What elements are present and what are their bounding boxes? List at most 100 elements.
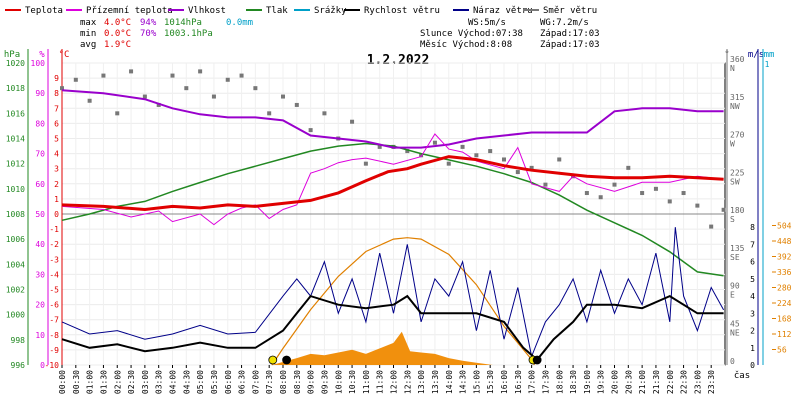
wind-direction-point <box>322 111 327 116</box>
temperature-axis-unit: °C <box>59 50 70 60</box>
sun-set-info: Západ:17:03 <box>540 29 600 39</box>
x-tick-label: 06:00 <box>224 370 233 394</box>
x-tick-label: 21:30 <box>652 370 661 394</box>
stats-min-temp: 0.0°C <box>104 29 131 39</box>
wind-speed-info: WS:5m/s <box>468 18 506 28</box>
wind-tick: 0 <box>750 361 755 370</box>
direction-tick: 135 <box>730 244 745 253</box>
x-tick-label: 03:30 <box>155 370 164 394</box>
wind-direction-point <box>667 199 672 204</box>
temperature-axis-tick: 9 <box>54 74 59 83</box>
legend-label: Náraz větru <box>473 6 533 16</box>
x-tick-label: 20:00 <box>611 370 620 394</box>
stats-max-temp: 4.0°C <box>104 18 131 28</box>
x-tick-label: 17:00 <box>528 370 537 394</box>
solar-tick: 280 <box>777 284 792 293</box>
direction-tick: 90 <box>730 282 740 291</box>
wind-direction-point <box>557 157 562 162</box>
wind-direction-point <box>156 102 161 107</box>
x-tick-label: 04:00 <box>169 370 178 394</box>
stats-min-hum: 70% <box>140 29 157 39</box>
rain-axis-value: 1 <box>765 60 770 69</box>
wind-tick: 4 <box>750 292 755 301</box>
wind-tick: 1 <box>750 344 755 353</box>
wind-direction-point <box>87 98 92 103</box>
wind-direction-point <box>377 144 382 149</box>
pressure-line <box>61 142 724 277</box>
direction-axis-unit: ° <box>724 50 729 60</box>
temperature-axis-tick: -5 <box>49 286 59 295</box>
pressure-axis-tick: 1018 <box>6 84 25 93</box>
stats-avg-temp: 1.9°C <box>104 40 131 50</box>
pressure-axis-tick: 1004 <box>6 260 25 269</box>
wind-direction-point <box>350 119 355 124</box>
direction-tick-name: NE <box>730 328 740 337</box>
temperature-axis-tick: -4 <box>49 270 59 279</box>
moon-set-info: Západ:17:03 <box>540 40 600 50</box>
x-tick-label: 13:00 <box>417 370 426 394</box>
x-tick-label: 18:00 <box>555 370 564 394</box>
solar-tick: 448 <box>777 237 792 246</box>
wind-tick: 8 <box>750 223 755 232</box>
x-tick-label: 20:30 <box>624 370 633 394</box>
sun-info: Slunce Východ:07:38 <box>420 29 523 39</box>
humidity-axis-unit: % <box>39 50 45 60</box>
x-tick-label: 22:30 <box>680 370 689 394</box>
wind-direction-point <box>515 170 520 175</box>
pressure-axis-tick: 1006 <box>6 235 25 244</box>
temperature-axis-tick: 2 <box>54 180 59 189</box>
x-tick-label: 22:00 <box>666 370 675 394</box>
temperature-axis-tick: -2 <box>49 240 59 249</box>
wind-direction-point <box>198 69 203 74</box>
x-tick-label: 18:30 <box>569 370 578 394</box>
wind-direction-point <box>695 203 700 208</box>
direction-tick: 0 <box>730 357 735 366</box>
x-tick-label: 09:30 <box>320 370 329 394</box>
wind-direction-point <box>308 128 313 133</box>
ground-temperature-line <box>61 133 724 226</box>
x-tick-label: 17:30 <box>541 370 550 394</box>
solar-tick: 168 <box>777 315 792 324</box>
x-tick-label: 08:30 <box>293 370 302 394</box>
legend-label: Tlak <box>266 6 288 16</box>
wind-direction-point <box>419 153 424 158</box>
sun-moon-marker <box>282 355 291 365</box>
wind-direction-point <box>653 186 658 191</box>
x-tick-label: 01:00 <box>86 370 95 394</box>
wind-direction-point <box>543 182 548 187</box>
wind-tick: 3 <box>750 309 755 318</box>
direction-tick-name: SW <box>730 177 740 186</box>
wind-direction-point <box>184 86 189 91</box>
wind-direction-point <box>294 102 299 107</box>
wind-direction-point <box>267 111 272 116</box>
wind-direction-point <box>529 165 534 170</box>
solar-tick: 504 <box>777 222 792 231</box>
wind-tick: 6 <box>750 258 755 267</box>
x-tick-label: 02:00 <box>113 370 122 394</box>
direction-tick-name: N <box>730 64 735 73</box>
x-tick-label: 12:00 <box>390 370 399 394</box>
pressure-axis-tick: 1010 <box>6 185 25 194</box>
wind-direction-point <box>460 144 465 149</box>
temperature-axis-tick: 8 <box>54 89 59 98</box>
wind-direction-point <box>253 86 258 91</box>
legend-label: Srážky <box>314 6 347 16</box>
x-tick-label: 06:30 <box>238 370 247 394</box>
wind-direction-point <box>73 77 78 82</box>
wind-direction-point <box>60 86 64 91</box>
humidity-axis-tick: 0 <box>40 361 45 370</box>
wind-direction-point <box>626 165 631 170</box>
wind-direction-point <box>640 191 645 196</box>
temperature-axis-tick: 1 <box>54 195 59 204</box>
x-tick-label: 02:30 <box>127 370 136 394</box>
x-tick-label: 13:30 <box>431 370 440 394</box>
sun-moon-marker <box>532 355 542 365</box>
legend: Teplota Přízemní teplota Vlhkost Tlak Srážky… <box>5 6 597 16</box>
x-tick-label: 05:30 <box>210 370 219 394</box>
humidity-axis-tick: 50 <box>35 210 45 219</box>
wind-gust-line <box>61 227 725 359</box>
pressure-axis-tick: 1012 <box>6 160 25 169</box>
humidity-axis-tick: 60 <box>35 180 45 189</box>
pressure-axis-tick: 1008 <box>6 210 25 219</box>
temperature-axis-tick: -10 <box>45 361 60 370</box>
